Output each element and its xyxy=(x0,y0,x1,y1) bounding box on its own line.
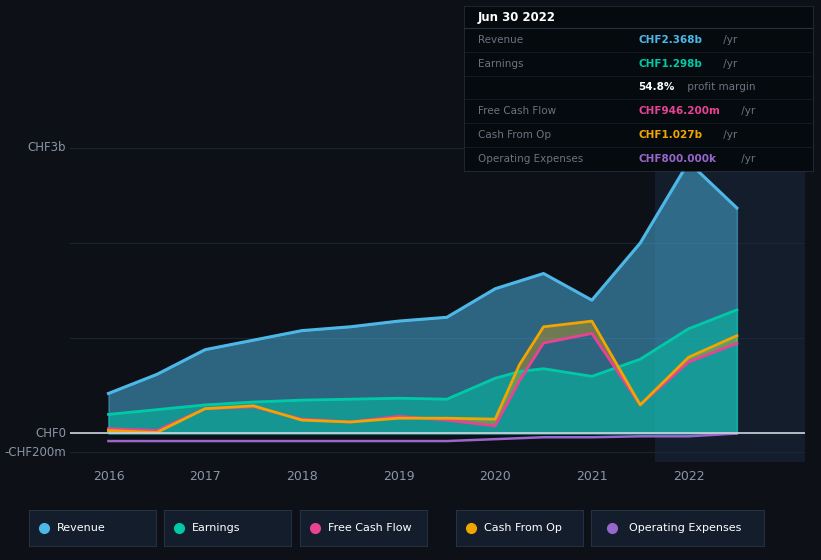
Text: 54.8%: 54.8% xyxy=(639,82,675,92)
Text: CHF2.368b: CHF2.368b xyxy=(639,35,702,45)
Text: CHF946.200m: CHF946.200m xyxy=(639,106,720,116)
Text: CHF0: CHF0 xyxy=(35,427,67,440)
Text: Cash From Op: Cash From Op xyxy=(478,130,551,140)
Text: Revenue: Revenue xyxy=(57,523,105,533)
Text: Operating Expenses: Operating Expenses xyxy=(478,154,583,164)
Text: CHF1.027b: CHF1.027b xyxy=(639,130,703,140)
Text: profit margin: profit margin xyxy=(684,82,755,92)
Bar xyxy=(654,129,805,462)
Text: /yr: /yr xyxy=(720,130,737,140)
Text: Free Cash Flow: Free Cash Flow xyxy=(478,106,556,116)
Text: -CHF200m: -CHF200m xyxy=(4,446,67,459)
Text: Free Cash Flow: Free Cash Flow xyxy=(328,523,411,533)
Text: Jun 30 2022: Jun 30 2022 xyxy=(478,12,556,25)
Text: CHF800.000k: CHF800.000k xyxy=(639,154,717,164)
Text: /yr: /yr xyxy=(738,154,755,164)
Text: CHF1.298b: CHF1.298b xyxy=(639,59,702,69)
Text: Earnings: Earnings xyxy=(478,59,523,69)
Text: /yr: /yr xyxy=(738,106,755,116)
Text: Revenue: Revenue xyxy=(478,35,523,45)
Text: /yr: /yr xyxy=(720,35,737,45)
Text: Earnings: Earnings xyxy=(192,523,241,533)
Text: Operating Expenses: Operating Expenses xyxy=(629,523,741,533)
Text: /yr: /yr xyxy=(720,59,737,69)
Text: Cash From Op: Cash From Op xyxy=(484,523,562,533)
Text: CHF3b: CHF3b xyxy=(28,141,67,155)
